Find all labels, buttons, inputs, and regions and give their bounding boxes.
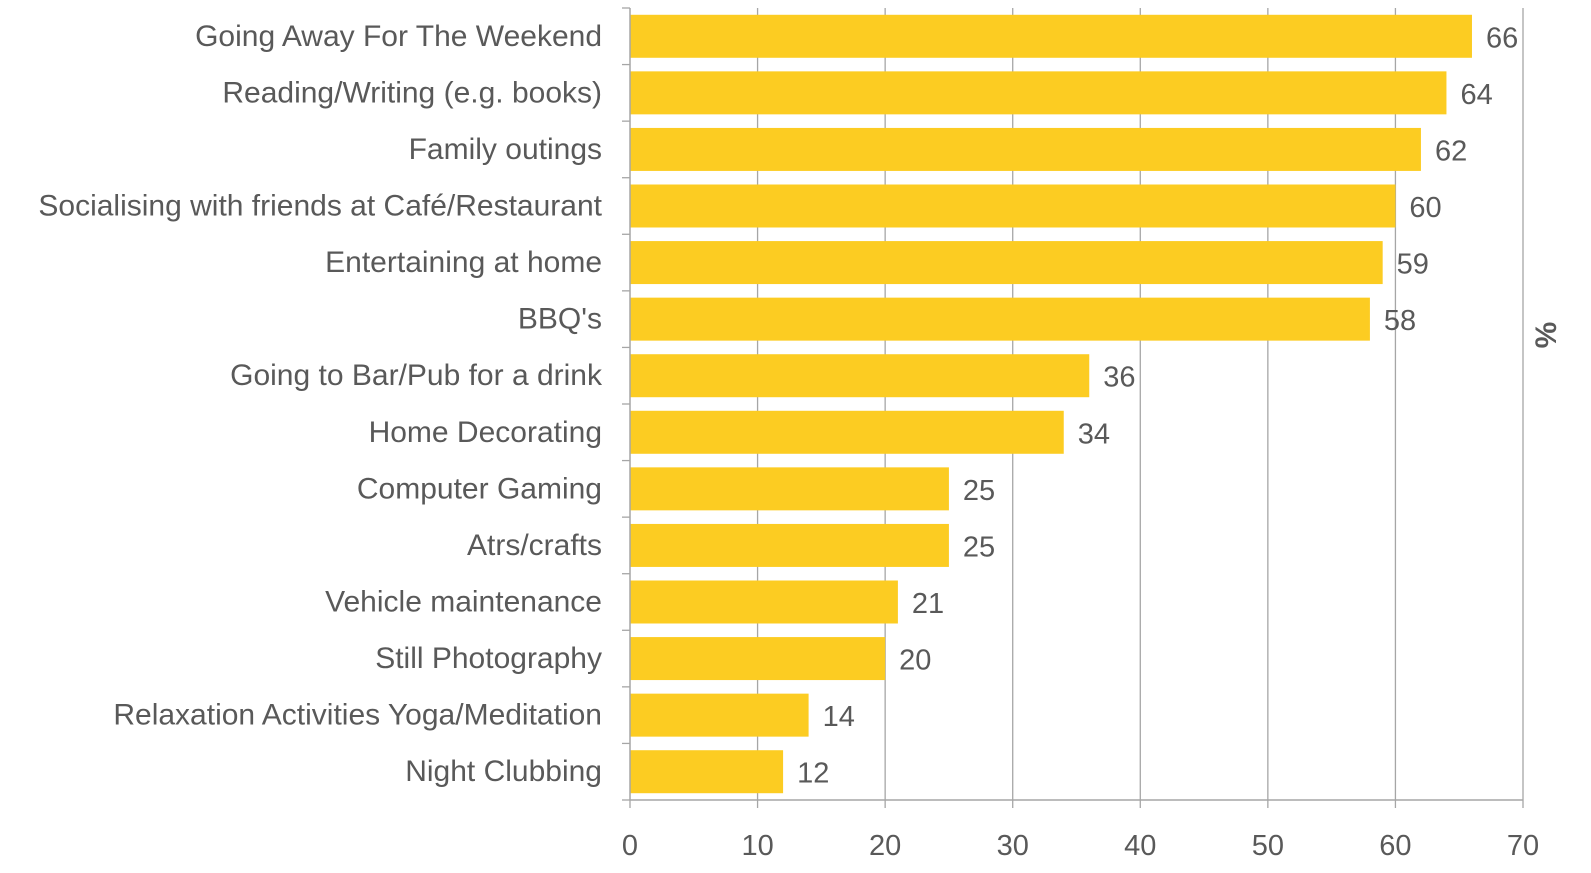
x-tick-label: 0 xyxy=(622,830,638,862)
bar xyxy=(630,693,809,737)
category-label: Family outings xyxy=(409,133,602,166)
category-label: Atrs/crafts xyxy=(467,529,602,562)
data-label: 60 xyxy=(1409,192,1441,224)
bar xyxy=(630,523,949,567)
x-tick-label: 70 xyxy=(1507,830,1539,862)
bar xyxy=(630,184,1396,228)
data-label: 12 xyxy=(797,758,829,790)
x-tick-label: 20 xyxy=(869,830,901,862)
category-label: BBQ's xyxy=(518,303,602,336)
bar xyxy=(630,580,898,624)
category-label: Entertaining at home xyxy=(325,246,602,279)
category-label: Relaxation Activities Yoga/Meditation xyxy=(113,699,602,732)
bar xyxy=(630,750,784,794)
data-label: 20 xyxy=(899,645,931,677)
bar xyxy=(630,14,1472,58)
bar xyxy=(630,297,1370,341)
data-label: 14 xyxy=(823,701,855,733)
gridlines xyxy=(756,8,1524,800)
x-tick-label: 50 xyxy=(1252,830,1284,862)
data-label: 25 xyxy=(963,531,995,563)
bar xyxy=(630,241,1383,285)
x-tick-label: 60 xyxy=(1379,830,1411,862)
bar xyxy=(630,127,1421,171)
data-label: 58 xyxy=(1384,305,1416,337)
category-label: Going Away For The Weekend xyxy=(195,20,602,53)
data-label: 25 xyxy=(963,475,995,507)
category-label: Computer Gaming xyxy=(357,472,602,505)
category-label: Going to Bar/Pub for a drink xyxy=(230,359,603,392)
axes xyxy=(622,7,1524,808)
bar xyxy=(630,71,1447,115)
bar xyxy=(630,467,949,511)
x-tick-label: 10 xyxy=(741,830,773,862)
data-label: 34 xyxy=(1078,418,1110,450)
data-label: 59 xyxy=(1397,249,1429,281)
data-label: 21 xyxy=(912,588,944,620)
data-label: 62 xyxy=(1435,135,1467,167)
bar xyxy=(630,410,1064,454)
category-label: Socialising with friends at Café/Restaur… xyxy=(38,190,602,223)
bars xyxy=(630,14,1472,794)
category-label: Vehicle maintenance xyxy=(325,586,602,619)
x-tick-label: 40 xyxy=(1124,830,1156,862)
data-label: 64 xyxy=(1460,79,1492,111)
data-label: 36 xyxy=(1103,362,1135,394)
labels: 0 10 20 30 40 50 60 70 Going Away For The Weeken… xyxy=(38,20,1539,862)
unit-label: % xyxy=(1530,322,1563,349)
x-tick-label: 30 xyxy=(997,830,1029,862)
category-label: Home Decorating xyxy=(369,416,602,449)
category-label: Still Photography xyxy=(375,642,602,675)
category-label: Reading/Writing (e.g. books) xyxy=(222,76,602,109)
bar xyxy=(630,637,886,681)
category-label: Night Clubbing xyxy=(405,755,602,788)
data-label: 66 xyxy=(1486,22,1518,54)
bar xyxy=(630,354,1090,398)
